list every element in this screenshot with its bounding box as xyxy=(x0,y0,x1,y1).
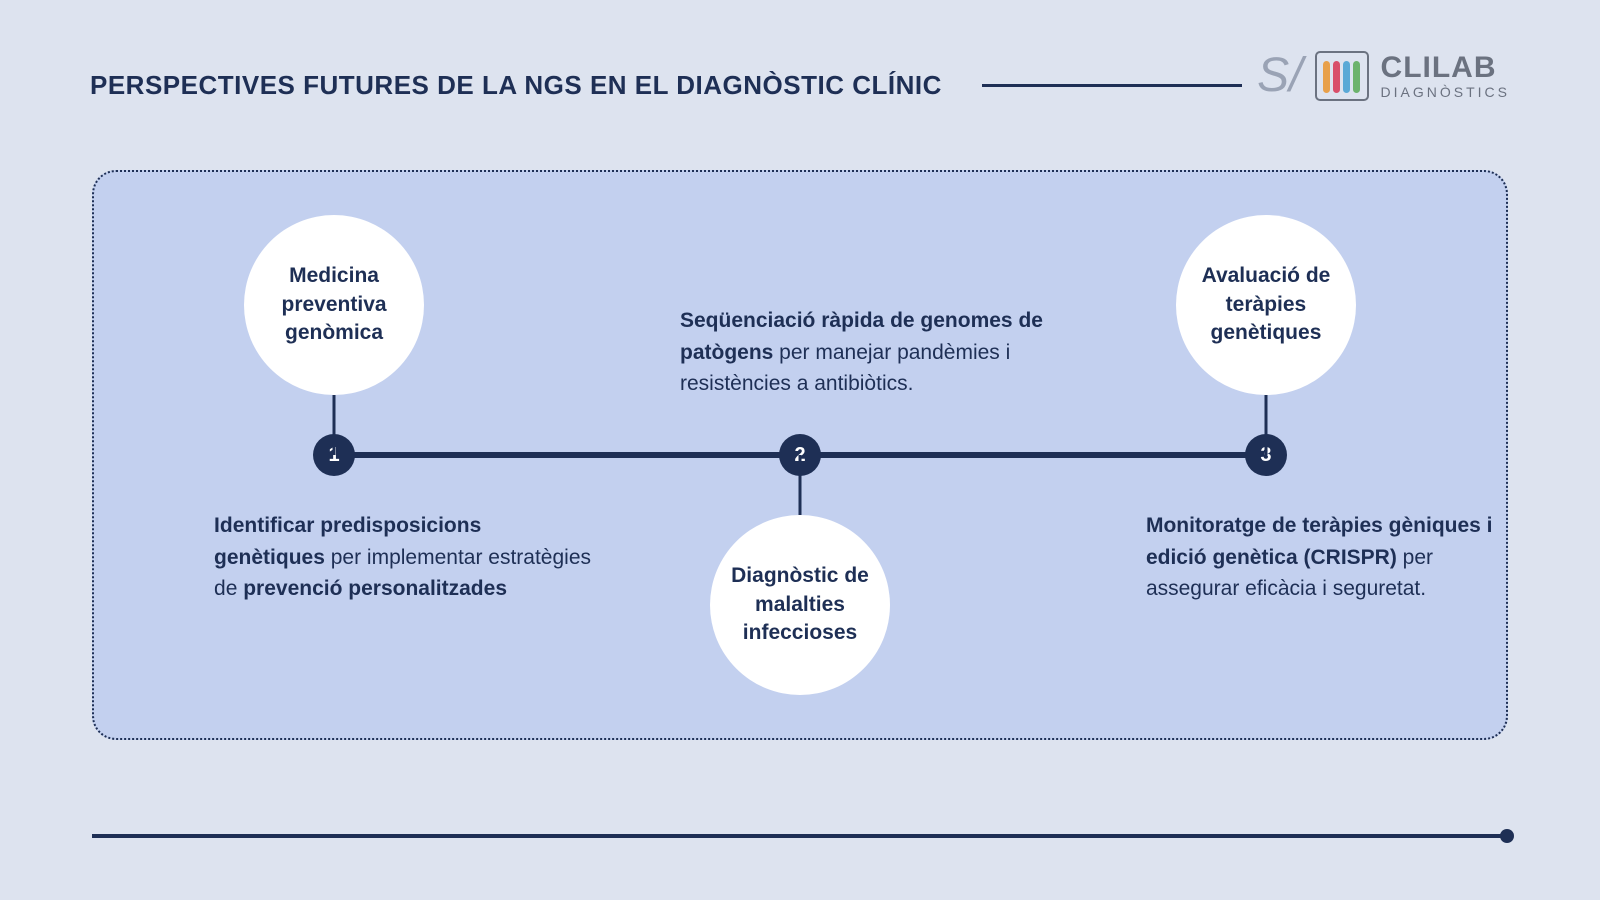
timeline-circle: Medicina preventiva genòmica xyxy=(244,215,424,395)
timeline-description: Monitoratge de teràpies gèniques i edici… xyxy=(1146,510,1526,605)
timeline-circle: Diagnòstic de malalties infeccioses xyxy=(710,515,890,695)
logo-main: CLILAB xyxy=(1381,53,1510,83)
timeline-circle: Avaluació de teràpies genètiques xyxy=(1176,215,1356,395)
logo-prefix: S/ xyxy=(1257,48,1302,103)
test-tubes-icon xyxy=(1315,51,1369,101)
footer-dot xyxy=(1500,829,1514,843)
title-divider xyxy=(982,84,1242,87)
content-panel: 1Medicina preventiva genòmicaIdentificar… xyxy=(92,170,1508,740)
timeline-description: Seqüenciació ràpida de genomes de patòge… xyxy=(680,305,1060,400)
logo: S/ CLILAB DIAGNÒSTICS xyxy=(1257,48,1510,103)
timeline-connector xyxy=(333,395,336,455)
timeline-connector xyxy=(799,455,802,515)
footer-divider xyxy=(92,834,1508,838)
timeline-connector xyxy=(1264,395,1267,455)
logo-sub: DIAGNÒSTICS xyxy=(1381,85,1510,99)
timeline-description: Identificar predisposicions genètiques p… xyxy=(214,510,594,605)
page-title: PERSPECTIVES FUTURES DE LA NGS EN EL DIA… xyxy=(90,70,942,101)
logo-text: CLILAB DIAGNÒSTICS xyxy=(1381,53,1510,99)
